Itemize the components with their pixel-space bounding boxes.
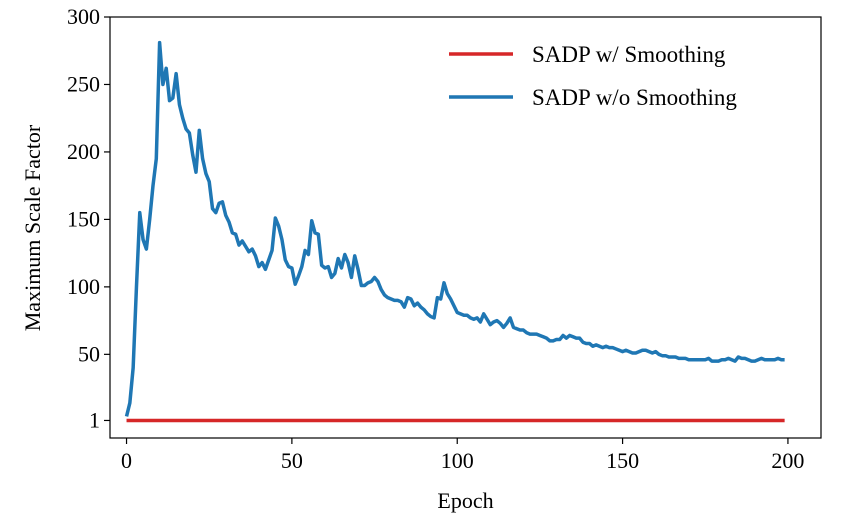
legend: SADP w/ Smoothing SADP w/o Smoothing [449,42,737,110]
legend-label-1: SADP w/ Smoothing [532,42,726,67]
y-tick-label: 1 [89,407,100,432]
y-tick-label: 50 [78,341,100,366]
x-axis: 0 50 100 150 200 [121,438,804,473]
x-tick-label: 150 [606,448,639,473]
y-tick-label: 100 [67,274,100,299]
y-tick-label: 250 [67,71,100,96]
y-tick-label: 150 [67,206,100,231]
x-tick-label: 200 [771,448,804,473]
x-tick-label: 50 [281,448,303,473]
y-tick-label: 200 [67,139,100,164]
x-axis-title: Epoch [437,488,493,513]
x-tick-label: 0 [121,448,132,473]
legend-label-2: SADP w/o Smoothing [532,85,737,110]
x-tick-label: 100 [441,448,474,473]
y-tick-label: 300 [67,4,100,29]
plot-frame [109,16,822,439]
series-line-2 [124,40,785,417]
plot-area [124,40,785,423]
y-axis-title: Maximum Scale Factor [20,124,45,331]
